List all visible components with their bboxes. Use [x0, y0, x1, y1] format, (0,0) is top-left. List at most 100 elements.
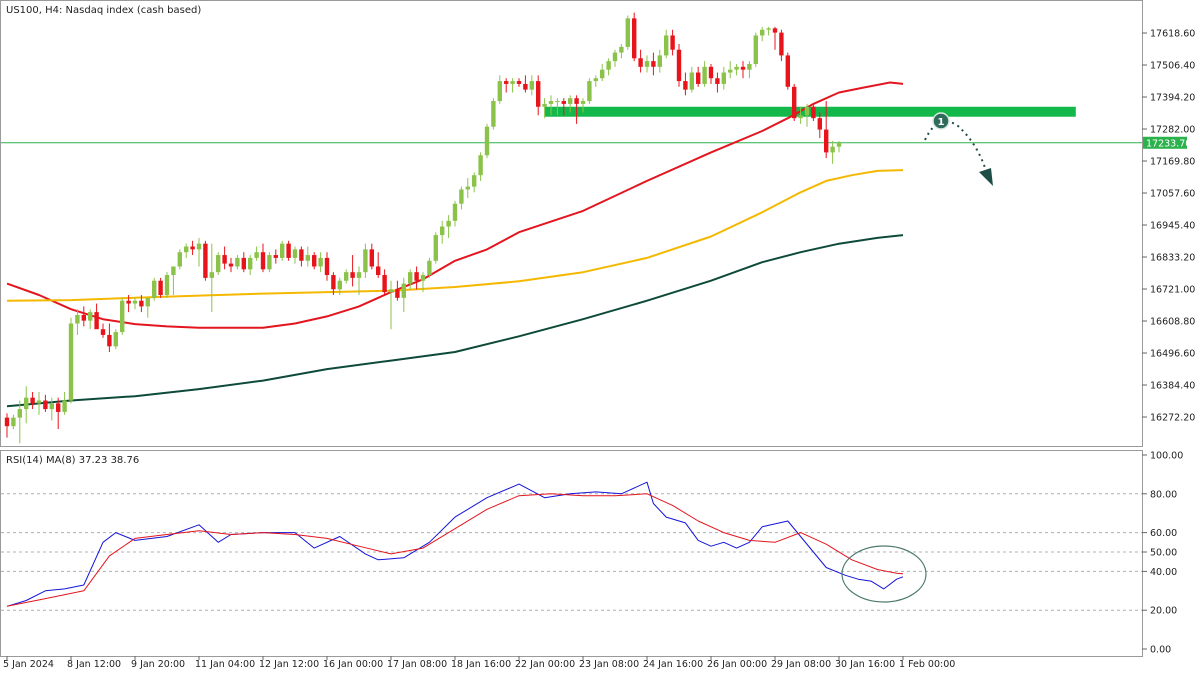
candle-body — [472, 175, 477, 187]
candle-body — [305, 255, 310, 261]
candle-body — [107, 334, 112, 347]
candle-body — [260, 252, 266, 270]
price-axis-label: 16833.20 — [1150, 253, 1195, 264]
candle-body — [395, 289, 400, 298]
candle-body — [132, 300, 138, 304]
price-panel-frame — [0, 0, 1143, 447]
candle-body — [43, 400, 48, 410]
candle-body — [94, 312, 99, 330]
candle-body — [811, 106, 816, 119]
time-axis-label: 30 Jan 16:00 — [835, 659, 895, 670]
candle-body — [568, 98, 573, 104]
candle-body — [580, 101, 586, 104]
candle-body — [606, 61, 611, 70]
rsi-panel-frame — [0, 450, 1143, 657]
rsi-axis-label: 60.00 — [1150, 528, 1177, 539]
rsi-axis-label: 0.00 — [1150, 645, 1171, 656]
candle-body — [376, 266, 381, 276]
candle-body — [715, 78, 720, 84]
price-axis-label: 17506.40 — [1150, 61, 1195, 72]
candle-body — [433, 235, 438, 261]
candle-body — [216, 255, 221, 273]
candle-body — [139, 300, 144, 307]
candle-body — [548, 101, 554, 104]
price-axis-label: 16608.80 — [1150, 317, 1195, 328]
rsi-series-line — [6, 481, 904, 607]
candle-body — [113, 332, 118, 347]
projection-arrow-path — [924, 120, 989, 179]
candle-body — [363, 249, 368, 273]
candle-body — [11, 417, 16, 427]
candle-body — [523, 83, 528, 90]
candle-body — [728, 69, 733, 73]
candle-body — [798, 115, 803, 119]
candle-body — [222, 255, 227, 264]
rsi-axis-label: 20.00 — [1150, 606, 1177, 617]
candle-body — [228, 263, 234, 267]
candle-body — [625, 18, 630, 47]
price-axis-label: 16272.20 — [1150, 413, 1195, 424]
projection-arrowhead — [979, 168, 993, 186]
candle-body — [792, 86, 797, 119]
candle-body — [235, 257, 240, 267]
candle-body — [388, 289, 394, 293]
time-axis-label: 22 Jan 00:00 — [515, 659, 575, 670]
candle-body — [753, 35, 758, 64]
candle-body — [497, 81, 502, 102]
candle-body — [593, 78, 598, 82]
candle-body — [369, 249, 374, 267]
candle-body — [356, 272, 362, 278]
candle-body — [785, 55, 790, 87]
candle-body — [292, 249, 298, 258]
candle-body — [100, 329, 106, 335]
candle-body — [574, 98, 579, 104]
candle-body — [542, 103, 547, 107]
candle-body — [689, 72, 694, 90]
candle-body — [747, 63, 752, 70]
candle-body — [126, 300, 131, 304]
price-axis-label: 16496.60 — [1150, 349, 1195, 360]
candle-body — [740, 66, 746, 70]
candle-body — [350, 272, 355, 278]
candle-body — [312, 255, 317, 267]
candle-body — [120, 300, 125, 333]
candle-body — [721, 72, 726, 84]
candle-body — [516, 81, 522, 84]
candle-body — [830, 146, 835, 153]
candle-body — [459, 189, 464, 204]
candle-body — [75, 314, 80, 324]
candle-body — [504, 81, 509, 84]
resistance-zone — [544, 106, 1076, 117]
rsi-axis-label: 80.00 — [1150, 489, 1177, 500]
candle-body — [440, 226, 445, 236]
candle-body — [632, 18, 637, 59]
candle-body — [318, 257, 323, 267]
candle-body — [382, 275, 387, 293]
candle-body — [766, 28, 771, 30]
rsi-highlight-ellipse — [841, 545, 927, 603]
candle-body — [248, 257, 253, 270]
time-axis-label: 8 Jan 12:00 — [67, 659, 121, 670]
candle-body — [664, 35, 669, 56]
candle-body — [203, 243, 208, 278]
rsi-series-line — [6, 493, 904, 607]
candle-body — [408, 272, 413, 284]
price-axis-label: 17618.60 — [1150, 29, 1195, 40]
marker-badge-label: 1 — [938, 117, 945, 128]
candle-body — [824, 129, 829, 153]
time-axis-label: 29 Jan 08:00 — [771, 659, 831, 670]
price-axis-label: 16945.40 — [1150, 221, 1195, 232]
candle-body — [420, 275, 426, 281]
time-axis-label: 26 Jan 00:00 — [707, 659, 767, 670]
time-axis-label: 11 Jan 04:00 — [195, 659, 255, 670]
candle-body — [337, 280, 342, 290]
candle-body — [836, 142, 842, 147]
price-axis-label: 17394.20 — [1150, 93, 1195, 104]
price-axis-label: 17057.60 — [1150, 189, 1195, 200]
candle-body — [670, 35, 675, 50]
candle-body — [49, 403, 54, 410]
candle-body — [772, 28, 778, 33]
candle-body — [164, 275, 170, 295]
